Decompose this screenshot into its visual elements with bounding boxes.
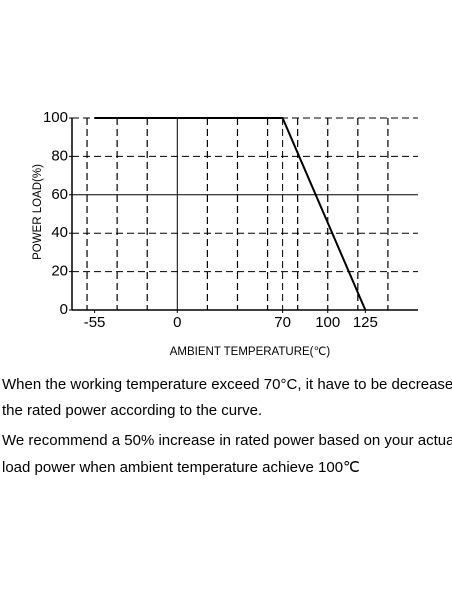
note-line: the rated power according to the curve. [2, 402, 262, 419]
y-tick-label: 80 [51, 147, 68, 164]
y-tick-label: 60 [51, 186, 68, 203]
x-tick-label: 0 [173, 314, 181, 331]
note-line: When the working temperature exceed 70°C… [2, 376, 452, 393]
note-line: We recommend a 50% increase in rated pow… [2, 432, 452, 449]
note-line: load power when ambient temperature achi… [2, 459, 360, 476]
data-line [94, 117, 367, 311]
y-axis-label: POWER LOAD(%) [32, 164, 44, 260]
y-tick-label: 20 [51, 263, 68, 280]
x-tick-label: 70 [274, 314, 291, 331]
x-tick-label: 125 [353, 314, 378, 331]
x-axis-label: AMBIENT TEMPERATURE(℃) [170, 346, 331, 358]
y-tick-label: 40 [51, 224, 68, 241]
y-tick-label: 100 [43, 109, 68, 126]
y-tick-label: 0 [60, 301, 68, 318]
x-tick-label: -55 [84, 314, 106, 331]
x-tick-label: 100 [315, 314, 340, 331]
